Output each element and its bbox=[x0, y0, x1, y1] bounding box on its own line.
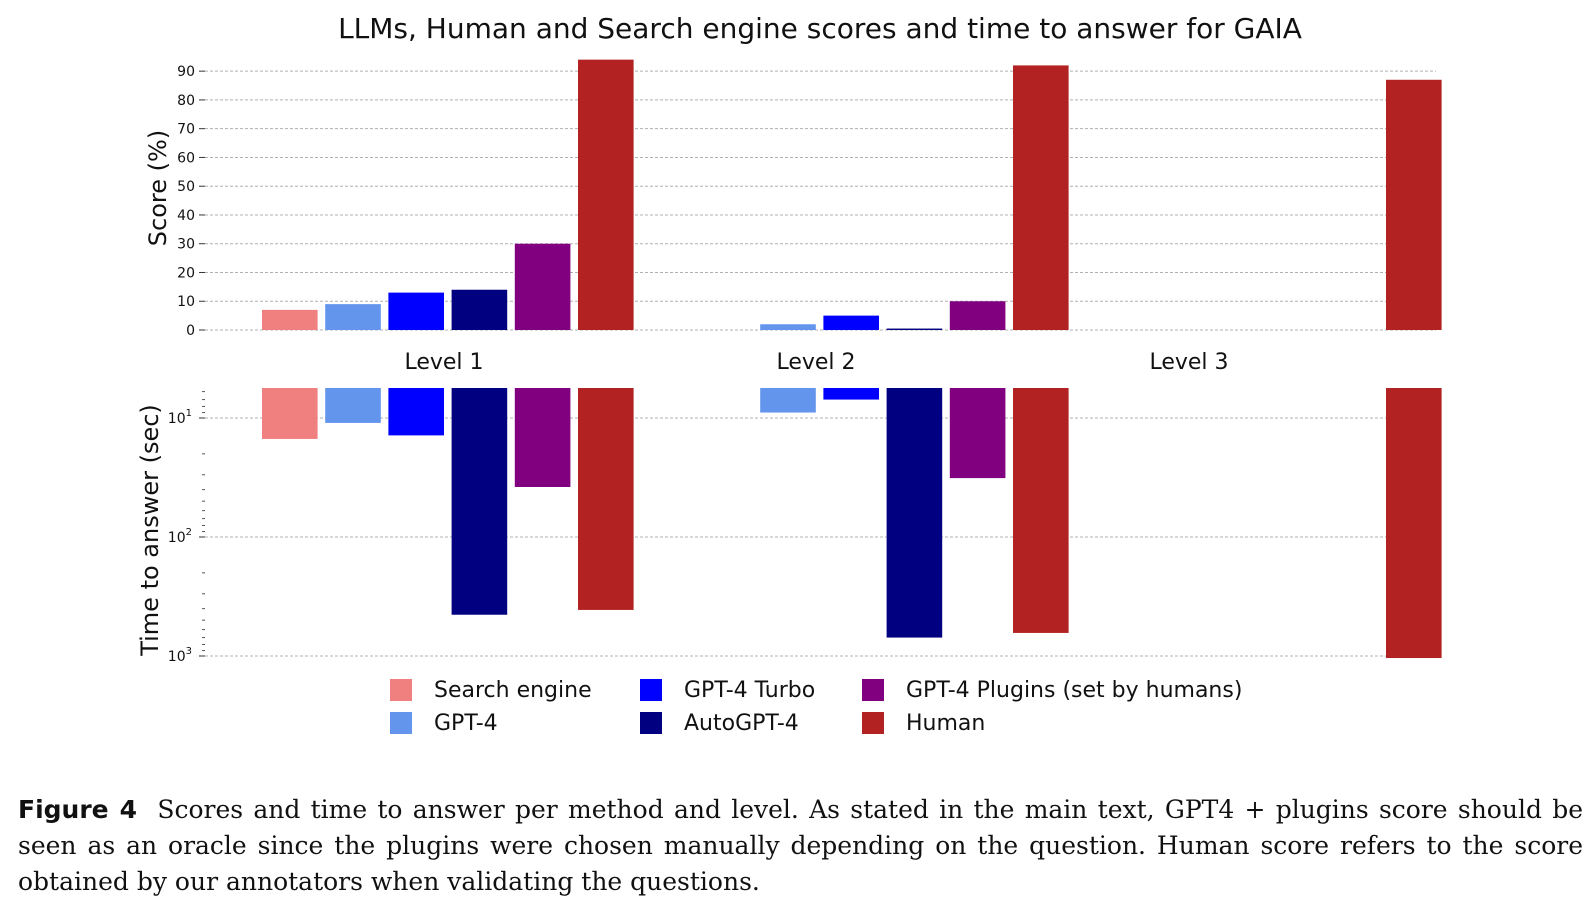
score-bar bbox=[388, 292, 444, 330]
legend-label: GPT-4 Turbo bbox=[684, 677, 816, 703]
legend-label: GPT-4 bbox=[434, 710, 498, 736]
time-bar bbox=[578, 388, 634, 610]
score-y-ticks: 0 10 20 30 40 50 60 70 80 90 bbox=[177, 64, 205, 339]
score-bar bbox=[514, 243, 571, 330]
score-bar bbox=[760, 324, 816, 330]
score-tick-label: 30 bbox=[177, 237, 195, 253]
time-y-ticks: 101 102 103 bbox=[168, 391, 205, 665]
time-tick-label: 101 bbox=[168, 408, 192, 427]
score-bar bbox=[262, 309, 318, 330]
score-tick-label: 20 bbox=[177, 265, 195, 281]
legend-item: GPT-4 Plugins (set by humans) bbox=[862, 676, 1242, 704]
legend-label: Human bbox=[906, 710, 986, 736]
legend-swatch bbox=[862, 679, 884, 701]
time-axis-label: Time to answer (sec) bbox=[136, 404, 164, 657]
score-bar bbox=[1386, 79, 1442, 331]
legend-swatch bbox=[390, 679, 412, 701]
legend-item: Search engine bbox=[390, 676, 592, 704]
score-tick-label: 80 bbox=[177, 93, 195, 109]
score-bar bbox=[823, 315, 879, 330]
figure-label: Figure 4 bbox=[18, 795, 138, 824]
time-bar bbox=[325, 388, 381, 423]
score-bar bbox=[949, 301, 1006, 330]
time-bar bbox=[262, 388, 318, 439]
time-bar bbox=[451, 388, 508, 615]
score-axis-label: Score (%) bbox=[144, 130, 172, 246]
time-bar bbox=[388, 388, 444, 436]
score-bar bbox=[886, 328, 943, 330]
time-bars bbox=[262, 388, 1442, 659]
time-tick-label: 102 bbox=[168, 527, 192, 546]
score-tick-label: 10 bbox=[177, 294, 195, 310]
score-gridlines bbox=[205, 70, 1436, 331]
chart-title: LLMs, Human and Search engine scores and… bbox=[338, 12, 1302, 45]
score-tick-label: 0 bbox=[186, 323, 195, 339]
time-bar bbox=[949, 388, 1006, 479]
time-gridlines bbox=[205, 417, 1436, 657]
time-bar bbox=[514, 388, 571, 487]
time-bar bbox=[760, 388, 816, 413]
time-tick-label: 103 bbox=[168, 646, 192, 665]
score-bar bbox=[578, 59, 634, 330]
legend-item: GPT-4 Turbo bbox=[640, 676, 815, 704]
legend-label: Search engine bbox=[434, 677, 592, 703]
legend-swatch bbox=[640, 679, 662, 701]
score-bar bbox=[451, 289, 508, 330]
legend-swatch bbox=[640, 712, 662, 734]
score-bars bbox=[262, 59, 1442, 331]
score-tick-label: 60 bbox=[177, 150, 195, 166]
figure-caption: Figure 4 Scores and time to answer per m… bbox=[18, 792, 1583, 900]
legend-label: GPT-4 Plugins (set by humans) bbox=[906, 677, 1243, 703]
score-bar bbox=[325, 304, 381, 330]
time-bar bbox=[886, 388, 943, 638]
level-label: Level 1 bbox=[404, 350, 483, 375]
score-bar bbox=[1013, 65, 1069, 331]
time-bar bbox=[823, 388, 879, 400]
score-tick-label: 40 bbox=[177, 208, 195, 224]
legend-swatch bbox=[390, 712, 412, 734]
time-bar bbox=[1013, 388, 1069, 633]
level-labels: Level 1 Level 2 Level 3 bbox=[404, 350, 1228, 375]
legend-item: Human bbox=[862, 709, 985, 737]
legend-swatch bbox=[862, 712, 884, 734]
legend-label: AutoGPT-4 bbox=[684, 710, 799, 736]
legend-item: GPT-4 bbox=[390, 709, 498, 737]
level-label: Level 3 bbox=[1149, 350, 1228, 375]
chart-figure: LLMs, Human and Search engine scores and… bbox=[136, 12, 1442, 665]
score-tick-label: 90 bbox=[177, 64, 195, 80]
level-label: Level 2 bbox=[776, 350, 855, 375]
legend-item: AutoGPT-4 bbox=[640, 709, 799, 737]
time-bar bbox=[1386, 388, 1442, 659]
caption-text: Scores and time to answer per method and… bbox=[18, 795, 1583, 896]
score-tick-label: 70 bbox=[177, 122, 195, 138]
chart-legend: Search engine GPT-4 GPT-4 Turbo AutoGPT-4 GP… bbox=[390, 676, 1290, 742]
score-tick-label: 50 bbox=[177, 179, 195, 195]
